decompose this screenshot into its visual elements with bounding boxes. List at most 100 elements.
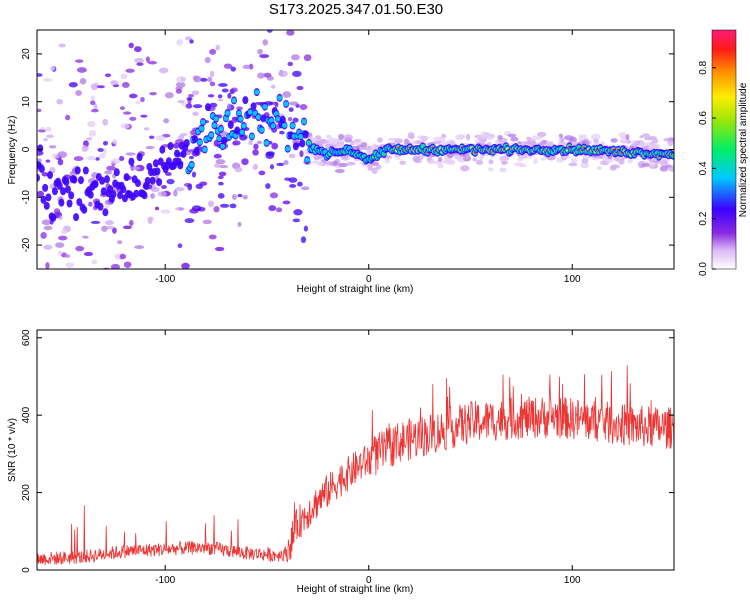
spectrogram-ridge-halo (42, 183, 49, 192)
spectrogram-blob (129, 219, 134, 227)
spectrogram-ridge-halo (102, 208, 109, 217)
spectrogram-blob (338, 162, 348, 168)
spectrogram-ridge-mid (218, 126, 224, 132)
spectrogram-blob (292, 70, 302, 78)
spectrogram-blob (479, 155, 484, 161)
spectrogram-ridge-halo (63, 177, 70, 186)
spectrogram-blob (164, 92, 174, 99)
spectrogram-blob (43, 138, 48, 142)
spectrogram-blob (57, 151, 68, 158)
spectrogram-ridge-halo (40, 195, 47, 204)
spectrogram-blob (40, 17, 45, 21)
spectrogram-blob (211, 0, 216, 3)
spectrogram-blob (213, 17, 219, 21)
spectrogram-ridge-halo (152, 159, 159, 168)
spectrogram-blob (154, 206, 160, 211)
spectrogram-blob (214, 163, 220, 168)
spectrogram-blob (121, 82, 130, 88)
spectrogram-blob (217, 175, 224, 180)
spectrogram-blob (57, 235, 68, 241)
spectrogram-blob (299, 150, 304, 158)
spectrogram-blob (76, 67, 87, 73)
spectrogram-blob (220, 19, 227, 22)
spectrogram-ridge-halo (191, 135, 198, 144)
spectrogram-blob (209, 81, 216, 87)
spectrogram-blob (104, 220, 114, 226)
spectrogram-blob (292, 117, 299, 123)
spectrogram-ridge-halo (68, 191, 75, 200)
spectrogram-ridge-halo (154, 167, 161, 176)
spectrogram-blob (610, 164, 621, 169)
spectrogram-ridge-mid (220, 143, 226, 149)
spectrogram-ridge-halo (174, 149, 181, 158)
spectrogram-ridge-halo (99, 176, 106, 185)
snr-panel: -100 0 100 0 200 400 600 Height of straight l… (7, 329, 675, 595)
spectrogram-blob (526, 136, 532, 141)
spectrogram-ridge-mid (198, 125, 204, 132)
spectrogram-blob (173, 189, 178, 197)
spectrogram-blob (42, 78, 53, 82)
spectrogram-blob (387, 137, 398, 141)
spectrogram-blob (123, 261, 132, 268)
spectrogram-ridge-mid (277, 95, 283, 101)
spectrogram-blob (139, 306, 146, 313)
spectrogram-blob (83, 251, 94, 257)
spectrogram-ridge-mid (238, 116, 244, 122)
spectrogram-blob (58, 43, 66, 48)
spectrogram-blob (299, 103, 308, 111)
spectrogram-ridge-mid (239, 129, 245, 135)
spectrogram-blob (218, 171, 227, 177)
spectrogram-ridge-halo (149, 176, 156, 185)
spectrogram-blob (47, 293, 57, 300)
spectrogram-blob (441, 133, 447, 139)
spectrogram-blob (427, 160, 436, 165)
spectrogram-blob (242, 194, 248, 200)
spectrogram-blob (166, 178, 175, 185)
spectrogram-blob (465, 133, 471, 141)
spectrogram-blob (634, 140, 641, 146)
spectrogram-blob (75, 245, 85, 252)
spectrogram-blob (475, 159, 484, 166)
spectrogram-blob (227, 103, 232, 110)
spectrogram-ridge-mid (301, 118, 307, 125)
spectrogram-yticks: -20 -10 0 10 20 (21, 48, 674, 252)
spectrogram-blob (265, 183, 271, 189)
spectrogram-blob (291, 54, 300, 61)
spectrogram-blob (404, 139, 409, 144)
spectrogram-blob (248, 140, 253, 146)
spectrogram-blob (269, 164, 275, 170)
spectrogram-blob (51, 282, 57, 287)
spectrogram-blob (242, 64, 251, 70)
spectrogram-blob (252, 149, 259, 156)
spectrogram-blob (627, 159, 634, 164)
spectrogram-blob (129, 116, 137, 121)
colorbar-gradient (711, 29, 737, 270)
spectrogram-blob (371, 167, 378, 174)
spectrogram-blob (73, 156, 84, 162)
spectrogram-blob (488, 159, 494, 165)
spectrogram-ridge-halo (302, 130, 309, 139)
spectrogram-blob (163, 118, 170, 124)
spectrogram-blob (459, 134, 466, 139)
colorbar-label: Normalized spectral amplitude (738, 82, 749, 217)
spectrogram-blob (134, 245, 145, 250)
spectrogram-blob (447, 159, 456, 165)
spectrogram-blob (668, 165, 674, 172)
spectrogram-blob (437, 163, 444, 169)
spectrogram-xticks: -100 0 100 (155, 30, 581, 285)
spectrogram-ridge-halo (45, 193, 52, 202)
spectrogram-blob (297, 181, 303, 187)
spectrogram-ridge-halo (123, 173, 130, 182)
spectrogram-blob (185, 103, 193, 109)
spectrogram-ridge-halo (120, 185, 127, 194)
spectrogram-blob (619, 139, 629, 144)
spectrogram-blob (43, 244, 53, 250)
spectrogram-blob (140, 114, 148, 118)
spectrogram-blob (115, 357, 122, 362)
spectrogram-blob (176, 39, 183, 46)
spectrogram-blob (327, 137, 336, 143)
spectrogram-ridge-halo (113, 168, 120, 177)
snr-xlabel: Height of straight line (km) (297, 584, 414, 595)
spectrogram-blob (104, 170, 113, 175)
spectrogram-blob (237, 221, 242, 227)
